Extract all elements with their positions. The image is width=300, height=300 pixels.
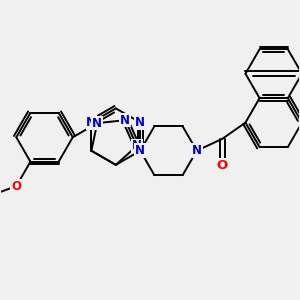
Text: N: N bbox=[132, 140, 142, 152]
Text: N: N bbox=[86, 116, 96, 129]
Text: N: N bbox=[120, 114, 130, 127]
Text: O: O bbox=[11, 180, 21, 193]
Text: N: N bbox=[92, 117, 102, 130]
Text: O: O bbox=[217, 159, 228, 172]
Text: N: N bbox=[192, 144, 202, 157]
Text: N: N bbox=[135, 116, 145, 129]
Text: N: N bbox=[135, 144, 145, 157]
